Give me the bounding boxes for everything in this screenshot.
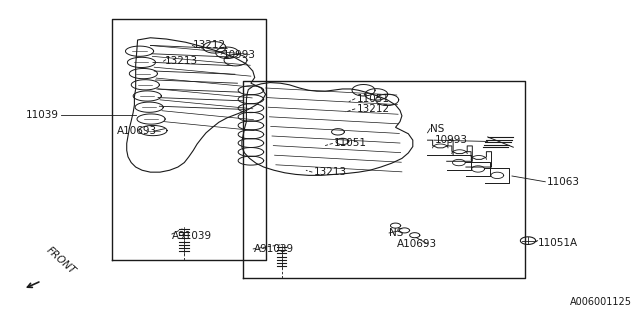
Text: 11051: 11051 [356, 93, 390, 104]
Text: NS: NS [430, 124, 444, 134]
Text: A10693: A10693 [117, 126, 157, 136]
Text: 11051A: 11051A [538, 237, 578, 248]
Text: 10993: 10993 [223, 50, 256, 60]
Text: 11039: 11039 [26, 110, 59, 120]
Text: FRONT: FRONT [45, 245, 78, 276]
Text: 11051: 11051 [334, 138, 367, 148]
Text: NS: NS [389, 228, 403, 238]
Text: 10993: 10993 [435, 135, 468, 145]
Text: A91039: A91039 [254, 244, 294, 254]
Text: 13213: 13213 [314, 167, 347, 177]
Text: A91039: A91039 [172, 231, 212, 241]
Text: 13212: 13212 [356, 104, 390, 115]
Text: 13212: 13212 [193, 40, 227, 51]
Text: 11063: 11063 [547, 177, 580, 187]
Text: A006001125: A006001125 [570, 297, 632, 307]
Text: 13213: 13213 [165, 56, 198, 67]
Text: A10693: A10693 [397, 239, 437, 249]
